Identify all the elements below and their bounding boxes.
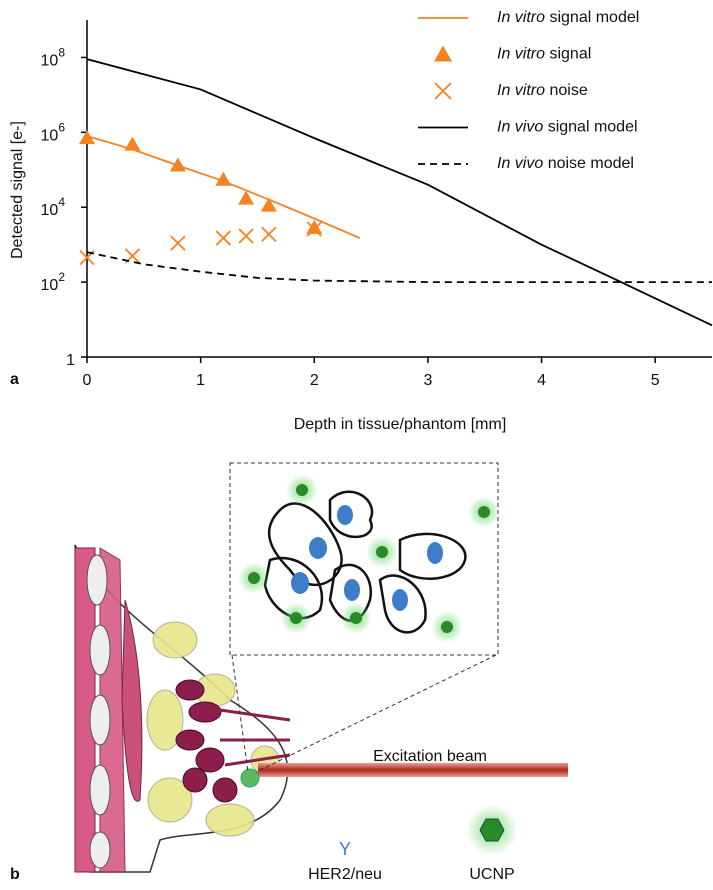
legend-label: In vivo noise model xyxy=(497,155,634,172)
legend-rest: signal xyxy=(545,46,591,63)
series-line xyxy=(86,58,713,327)
y-tick-label: 102 xyxy=(41,270,66,294)
legend-rest: noise xyxy=(545,82,588,99)
x-tick-label: 4 xyxy=(537,372,546,389)
y-tick-base: 10 xyxy=(41,53,59,70)
y-tick-exponent: 2 xyxy=(58,270,65,284)
x-tick-label: 2 xyxy=(310,372,319,389)
legend-label: In vivo signal model xyxy=(497,119,638,136)
y-tick-label: 104 xyxy=(41,195,66,219)
y-tick-base: 10 xyxy=(41,277,59,294)
legend-marker xyxy=(434,45,452,62)
marker-triangle xyxy=(79,130,95,145)
y-tick-base: 10 xyxy=(41,202,59,219)
legend-italic: In vivo xyxy=(497,155,543,172)
x-tick-label: 1 xyxy=(196,372,205,389)
marker-triangle xyxy=(215,171,232,186)
legend-marker xyxy=(434,82,452,100)
legend-rest: signal model xyxy=(545,9,639,26)
x-tick-label: 3 xyxy=(423,372,432,389)
legend-rest: signal model xyxy=(543,119,637,136)
x-tick-label: 0 xyxy=(83,372,92,389)
marker-x xyxy=(215,230,232,246)
marker-triangle xyxy=(169,157,186,172)
y-tick-label: 106 xyxy=(41,121,66,145)
marker-triangle xyxy=(238,190,255,205)
y-tick-base: 10 xyxy=(41,128,59,145)
y-tick-label: 1 xyxy=(66,352,75,369)
receptor-label: HER2/neu xyxy=(308,866,382,883)
marker-triangle xyxy=(124,136,141,151)
marker-x xyxy=(238,228,254,244)
legend-label: In vitro signal xyxy=(497,46,591,63)
illustration: Y xyxy=(74,462,568,873)
legend-italic: In vitro xyxy=(497,46,545,63)
panel-label: b xyxy=(10,866,20,883)
y-tick-exponent: 8 xyxy=(58,46,65,60)
panel-label: a xyxy=(10,371,19,388)
marker-x xyxy=(170,235,186,251)
y-axis-label: Detected signal [e-] xyxy=(9,121,26,259)
x-axis-label: Depth in tissue/phantom [mm] xyxy=(294,416,507,433)
series-line xyxy=(86,135,361,239)
series-line xyxy=(86,251,712,284)
y-tick-base: 1 xyxy=(66,352,75,369)
y-tick-label: 108 xyxy=(41,46,66,70)
receptor-icon: Y xyxy=(339,839,351,859)
marker-x xyxy=(306,221,322,237)
legend-italic: In vitro xyxy=(497,9,545,26)
legend-rest: noise model xyxy=(543,155,634,172)
marker-triangle xyxy=(260,197,277,212)
particle-label: UCNP xyxy=(469,866,514,883)
marker-x xyxy=(261,226,277,242)
legend-italic: In vitro xyxy=(497,82,545,99)
beam-label: Excitation beam xyxy=(373,748,487,765)
legend-italic: In vivo xyxy=(497,119,543,136)
legend-label: In vitro noise xyxy=(497,82,588,99)
y-tick-exponent: 6 xyxy=(58,121,65,135)
y-tick-exponent: 4 xyxy=(58,195,65,209)
legend-label: In vitro signal model xyxy=(497,9,639,26)
marker-triangle xyxy=(306,219,323,234)
x-tick-label: 5 xyxy=(651,372,660,389)
